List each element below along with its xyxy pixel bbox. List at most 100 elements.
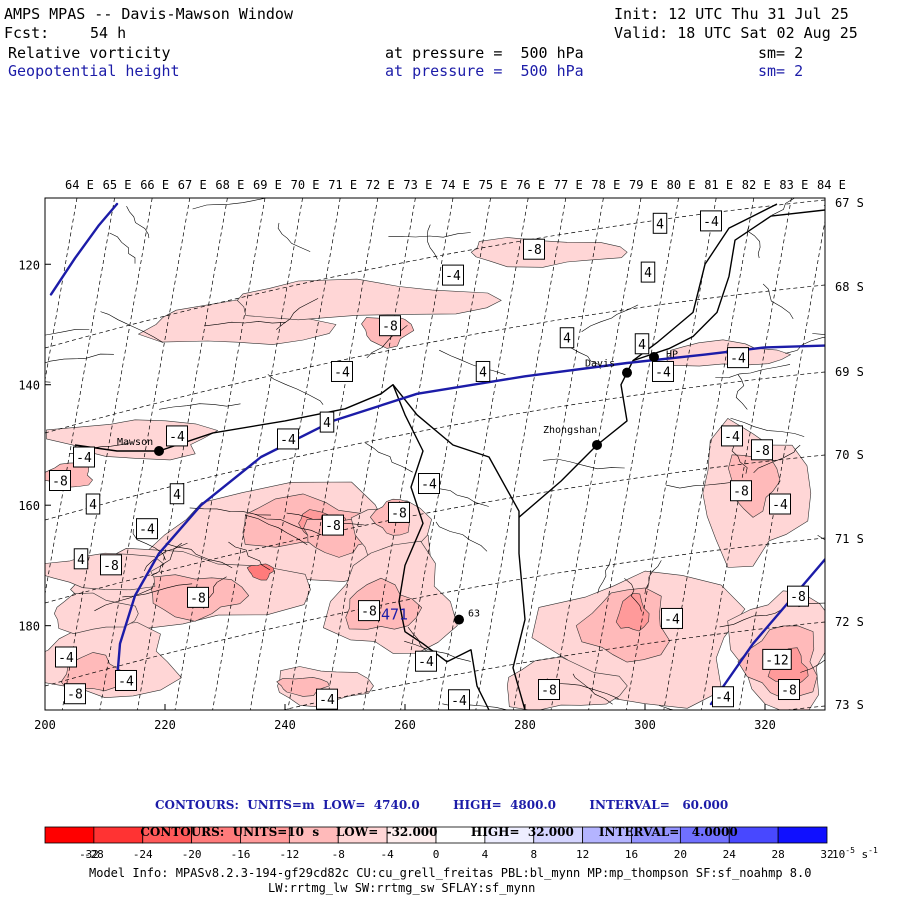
longitude-label: 83 E: [779, 178, 808, 192]
field2-level: at pressure = 500 hPa: [385, 62, 584, 80]
longitude-label: 69 E: [253, 178, 282, 192]
meridian-line: [45, 198, 78, 383]
vorticity-contour-line: [735, 374, 748, 410]
vorticity-value-label: -4: [769, 493, 791, 515]
vorticity-label-text: -8: [391, 506, 407, 521]
meridian-line: [588, 198, 679, 710]
vorticity-value-label: -4: [652, 360, 674, 382]
parallel-line: [45, 371, 825, 521]
parallel-line: [45, 537, 825, 687]
vorticity-value-label: -8: [787, 585, 809, 607]
colorbar-tick-label: -4: [381, 848, 395, 861]
longitude-label: 68 E: [215, 178, 244, 192]
vorticity-contour-info-text: CONTOURS: UNITS=10 s LOW= -32.000 HIGH= …: [140, 825, 738, 839]
vorticity-label-box: [388, 501, 410, 523]
longitude-label: 78 E: [591, 178, 620, 192]
vorticity-label-box: [49, 470, 71, 492]
vorticity-label-box: [778, 679, 800, 701]
parallel-line: [45, 284, 825, 434]
vorticity-label-box: [418, 473, 440, 495]
vorticity-label-text: -4: [418, 655, 434, 670]
station-label: Davis: [585, 359, 615, 370]
x-tick-label: 220: [154, 718, 176, 732]
geopotential-contour-line: [709, 558, 825, 706]
vorticity-value-label: -4: [73, 446, 95, 468]
init-time: Init: 12 UTC Thu 31 Jul 25: [614, 5, 849, 23]
meridian-line: [550, 198, 642, 710]
vorticity-contour-line: [109, 232, 136, 264]
vorticity-contour-line: [126, 205, 150, 239]
vorticity-contour-line: [228, 541, 271, 571]
meridian-line: [212, 198, 303, 710]
colorbar-tick-label: 24: [723, 848, 737, 861]
graticule: [45, 198, 825, 710]
stations: Mawson Davis Zhongshan HP 63: [117, 350, 678, 625]
longitude-label: 81 E: [704, 178, 733, 192]
colorbar-tick-label: 0: [433, 848, 440, 861]
y-tick-label: 140: [18, 379, 40, 393]
vorticity-label-text: -4: [445, 269, 461, 284]
vorticity-label-box: [559, 327, 575, 349]
vorticity-label-text: -8: [361, 605, 377, 620]
field1-level: at pressure = 500 hPa: [385, 44, 584, 62]
vorticity-value-label: -4: [277, 428, 299, 450]
latitude-label: 73 S: [835, 698, 864, 712]
vorticity-value-label: -8: [187, 586, 209, 608]
vorticity-value-label: 4: [85, 493, 101, 515]
vorticity-value-label: -8: [388, 501, 410, 523]
vorticity-label-text: -8: [733, 485, 749, 500]
vorticity-contour-line: [404, 640, 471, 662]
vorticity-value-label: -4: [448, 689, 470, 710]
vorticity-label-text: 4: [323, 416, 331, 431]
colorbar-tick-label: 32: [820, 848, 833, 861]
meridian-line: [137, 198, 228, 710]
colorbar-tick-label: -28: [84, 848, 104, 861]
colorbar-tick-label: 28: [772, 848, 785, 861]
vorticity-label-text: -8: [754, 444, 770, 459]
x-tick-label: 240: [274, 718, 296, 732]
vorticity-contour-line: [753, 444, 801, 474]
vorticity-label-box: [712, 686, 734, 708]
longitude-label: 66 E: [140, 178, 169, 192]
vorticity-contour-line: [624, 578, 642, 612]
vorticity-contour-line: [277, 222, 311, 252]
meridian-line: [174, 198, 266, 710]
x-tick-label: 320: [754, 718, 776, 732]
field1-name: Relative vorticity: [8, 44, 171, 62]
vorticity-label-text: -12: [765, 653, 788, 668]
forecast-label: Fcst:: [4, 24, 50, 42]
vorticity-label-text: 4: [638, 338, 646, 353]
latitude-label: 72 S: [835, 615, 864, 629]
vorticity-contour-line: [798, 602, 825, 608]
vorticity-contour-line: [581, 304, 639, 333]
colorbar-tick-label: -32: [79, 848, 99, 861]
vorticity-label-text: -8: [67, 688, 83, 703]
coastline-segment: [74, 384, 490, 710]
vorticity-label-box: [316, 688, 338, 710]
vorticity-label-box: [762, 648, 792, 670]
longitude-label: 71 E: [328, 178, 357, 192]
colorbar-tick-label: -20: [182, 848, 202, 861]
model-info-physics: LW:rrtmg_lw SW:rrtmg_sw SFLAY:sf_mynn: [268, 881, 536, 895]
vorticity-value-label: -8: [778, 679, 800, 701]
vorticity-value-label: -4: [721, 425, 743, 447]
vorticity-shaded-area: [54, 592, 139, 634]
vorticity-value-label: -4: [136, 518, 158, 540]
vorticity-label-text: -4: [58, 651, 74, 666]
vorticity-contour-line: [159, 403, 241, 410]
vorticity-contour-line: [45, 329, 90, 336]
meridian-line: [475, 198, 567, 710]
station-label: Mawson: [117, 437, 153, 448]
meridian-line: [400, 198, 491, 710]
vorticity-label-text: -8: [325, 519, 341, 534]
vorticity-label-box: [652, 212, 668, 234]
station-marker: [592, 439, 602, 450]
vorticity-label-box: [751, 439, 773, 461]
vorticity-value-label: -8: [100, 554, 122, 576]
latitude-label: 69 S: [835, 365, 864, 379]
meridian-line: [437, 198, 529, 710]
vorticity-contour-line: [812, 333, 825, 336]
vorticity-label-box: [136, 518, 158, 540]
vorticity-label-box: [475, 360, 491, 382]
vorticity-label-box: [73, 446, 95, 468]
